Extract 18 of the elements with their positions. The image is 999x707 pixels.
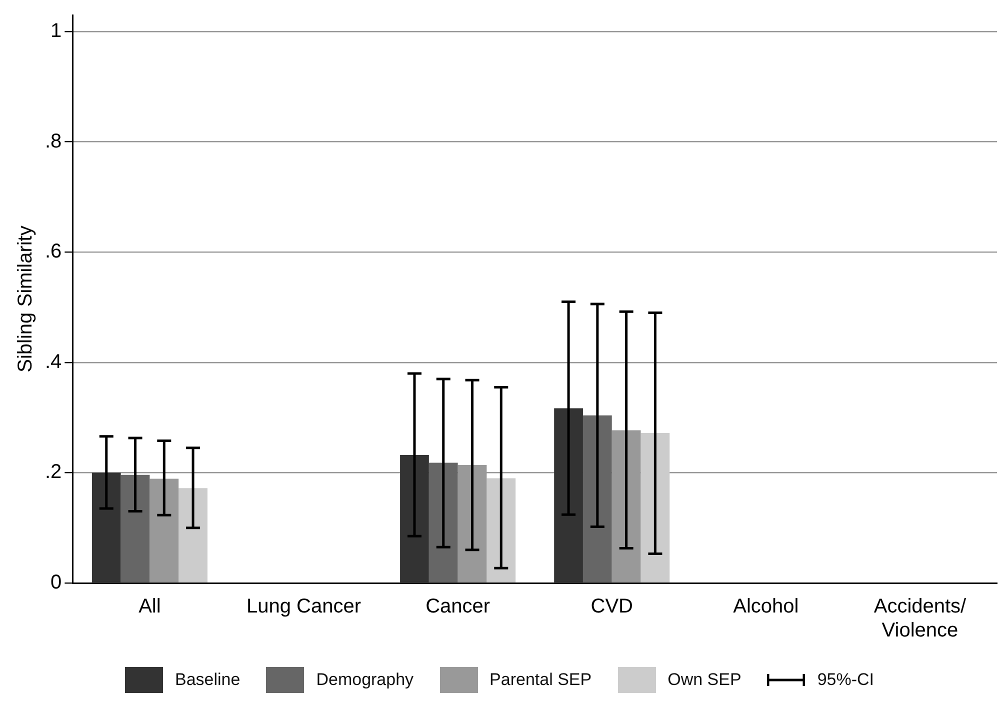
y-tick-label: .8 — [44, 130, 62, 152]
x-tick-label: Cancer — [426, 596, 490, 618]
x-tick-label: Lung Cancer — [246, 596, 362, 618]
y-tick-label: 1 — [50, 20, 62, 42]
x-tick-label: Accidents/ Violence — [874, 596, 967, 642]
x-tick-label: Alcohol — [733, 596, 799, 618]
y-axis-title: Sibling Similarity — [14, 226, 37, 372]
text: 95%-CI — [817, 670, 874, 690]
legend-label: Demography — [316, 670, 414, 690]
y-tick-label: .4 — [44, 350, 62, 373]
legend-label: Baseline — [175, 670, 240, 690]
y-tick-label: .6 — [44, 240, 62, 263]
y-tick-label: 0 — [50, 572, 62, 594]
legend-label: Parental SEP — [490, 670, 592, 690]
legend-label: Own SEP — [668, 670, 742, 690]
x-tick-label: All — [138, 596, 161, 618]
y-tick-label: .2 — [44, 461, 62, 484]
x-tick-label: CVD — [590, 596, 633, 618]
